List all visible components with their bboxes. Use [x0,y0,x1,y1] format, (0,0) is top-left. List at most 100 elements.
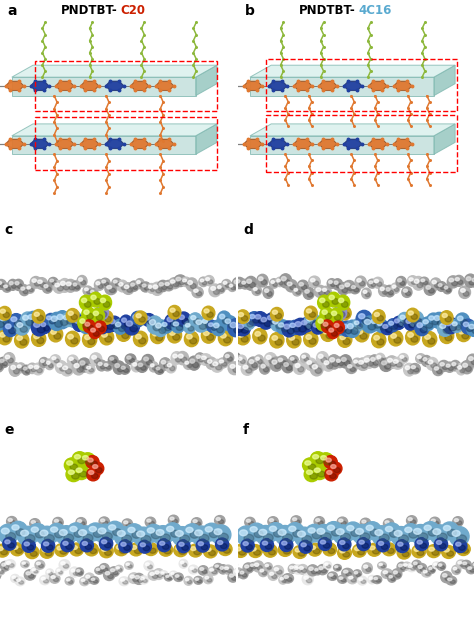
Ellipse shape [421,522,439,539]
Ellipse shape [410,525,430,544]
Ellipse shape [353,525,373,544]
Ellipse shape [340,335,346,340]
Ellipse shape [189,544,202,557]
Ellipse shape [10,520,16,525]
Ellipse shape [278,544,292,556]
Ellipse shape [334,467,340,472]
Ellipse shape [0,309,5,313]
Ellipse shape [183,321,195,333]
Ellipse shape [280,546,286,550]
Ellipse shape [48,277,58,287]
Ellipse shape [449,324,456,331]
Ellipse shape [350,367,356,372]
Ellipse shape [173,527,192,546]
Ellipse shape [434,563,437,565]
Ellipse shape [191,284,196,289]
Ellipse shape [153,366,157,370]
Ellipse shape [386,356,398,369]
Ellipse shape [245,517,255,527]
Ellipse shape [392,316,405,329]
Ellipse shape [340,321,354,336]
Ellipse shape [0,329,12,345]
Ellipse shape [103,362,112,371]
Ellipse shape [79,571,82,575]
Ellipse shape [339,285,344,289]
Ellipse shape [337,332,352,347]
Ellipse shape [356,362,361,366]
Ellipse shape [389,331,403,346]
Ellipse shape [41,360,44,362]
Ellipse shape [278,529,286,535]
Ellipse shape [322,311,337,328]
Ellipse shape [392,285,396,288]
Ellipse shape [355,321,359,324]
Ellipse shape [176,325,183,331]
Ellipse shape [23,315,28,320]
Ellipse shape [438,360,449,372]
Ellipse shape [401,566,405,570]
Ellipse shape [261,280,267,285]
Ellipse shape [336,529,344,535]
Ellipse shape [149,362,158,372]
Ellipse shape [320,455,327,460]
Polygon shape [250,136,434,154]
Ellipse shape [316,288,321,292]
Polygon shape [56,81,73,90]
Ellipse shape [322,358,334,371]
Ellipse shape [49,574,60,583]
Ellipse shape [153,525,173,545]
Ellipse shape [207,335,214,340]
Ellipse shape [164,280,174,291]
Ellipse shape [216,284,225,294]
Ellipse shape [234,326,242,333]
Ellipse shape [260,539,273,551]
Ellipse shape [454,275,464,286]
Polygon shape [196,124,217,154]
Ellipse shape [355,326,369,342]
Ellipse shape [121,542,126,546]
Ellipse shape [325,522,343,539]
Ellipse shape [299,318,313,332]
Ellipse shape [138,541,151,553]
Ellipse shape [443,284,452,294]
Ellipse shape [276,356,288,367]
Ellipse shape [343,544,349,549]
Ellipse shape [66,578,70,581]
Ellipse shape [199,534,209,542]
Ellipse shape [9,363,21,376]
Ellipse shape [441,522,459,539]
Ellipse shape [298,551,305,556]
Ellipse shape [308,528,315,533]
Ellipse shape [238,312,244,317]
Ellipse shape [139,283,143,287]
Ellipse shape [331,464,336,469]
Ellipse shape [373,310,385,323]
Ellipse shape [321,286,331,297]
Ellipse shape [101,566,105,569]
Ellipse shape [249,360,254,364]
Ellipse shape [105,336,112,342]
Ellipse shape [34,322,40,327]
Ellipse shape [218,541,223,544]
Ellipse shape [252,566,256,569]
Ellipse shape [309,567,313,570]
Ellipse shape [302,458,318,472]
Ellipse shape [414,368,419,372]
Ellipse shape [2,563,6,566]
Ellipse shape [27,545,34,550]
Ellipse shape [329,574,333,576]
Ellipse shape [68,470,74,474]
Ellipse shape [347,365,352,368]
Ellipse shape [168,515,179,525]
Ellipse shape [85,323,90,326]
Ellipse shape [398,312,411,326]
Ellipse shape [411,314,417,319]
Ellipse shape [185,361,189,364]
Ellipse shape [91,461,97,466]
Ellipse shape [354,288,359,292]
Ellipse shape [141,366,146,370]
Ellipse shape [304,357,309,361]
Ellipse shape [340,549,345,553]
Ellipse shape [338,312,345,318]
Ellipse shape [393,360,398,364]
